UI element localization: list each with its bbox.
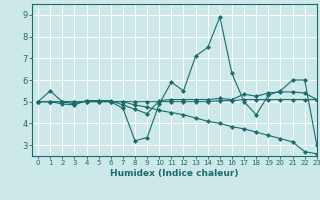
X-axis label: Humidex (Indice chaleur): Humidex (Indice chaleur) (110, 169, 239, 178)
